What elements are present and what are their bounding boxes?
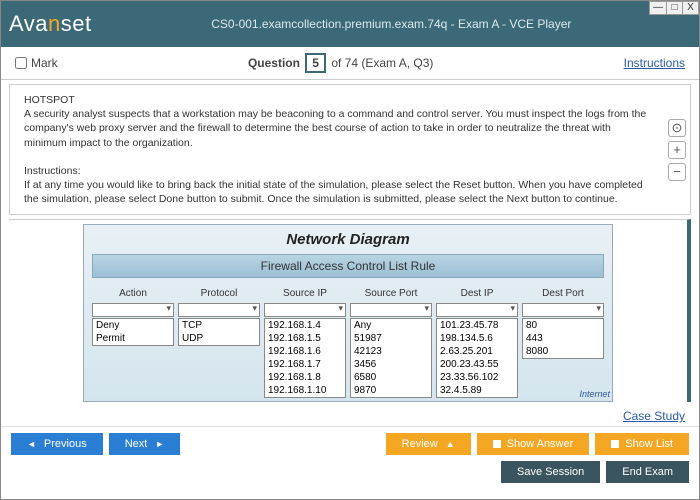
acl-column: Source Port Any5198742123345665809870 bbox=[350, 284, 432, 398]
minimize-button[interactable]: — bbox=[650, 2, 666, 14]
acl-option[interactable]: 3456 bbox=[351, 358, 431, 371]
review-button[interactable]: Review▲ bbox=[386, 433, 471, 455]
mark-label: Mark bbox=[31, 56, 58, 70]
next-button[interactable]: Next► bbox=[109, 433, 181, 455]
acl-option-list[interactable]: 804438080 bbox=[522, 318, 604, 359]
acl-title: Firewall Access Control List Rule bbox=[92, 254, 604, 278]
case-study-row: Case Study bbox=[1, 406, 699, 426]
question-indicator: Question 5 of 74 (Exam A, Q3) bbox=[58, 53, 624, 73]
acl-option[interactable]: Any bbox=[351, 319, 431, 332]
acl-column: Dest Port 804438080 bbox=[522, 284, 604, 398]
acl-option[interactable]: 192.168.1.6 bbox=[265, 345, 345, 358]
acl-column: Action DenyPermit bbox=[92, 284, 174, 398]
instructions-label: Instructions: bbox=[24, 164, 650, 178]
acl-option[interactable]: 23.33.56.102 bbox=[437, 371, 517, 384]
window-title: CS0-001.examcollection.premium.exam.74q … bbox=[92, 17, 691, 31]
acl-column-header: Dest Port bbox=[522, 284, 604, 303]
acl-option[interactable]: 192.168.1.5 bbox=[265, 332, 345, 345]
acl-option[interactable]: UDP bbox=[179, 332, 259, 345]
acl-column-header: Source IP bbox=[264, 284, 346, 303]
acl-option-list[interactable]: TCPUDP bbox=[178, 318, 260, 346]
diagram-area: Network Diagram Firewall Access Control … bbox=[9, 219, 691, 402]
acl-option[interactable]: 2.63.25.201 bbox=[437, 345, 517, 358]
acl-option[interactable]: 443 bbox=[523, 332, 603, 345]
acl-column-header: Dest IP bbox=[436, 284, 518, 303]
acl-column-header: Protocol bbox=[178, 284, 260, 303]
acl-option-list[interactable]: DenyPermit bbox=[92, 318, 174, 346]
acl-option[interactable]: TCP bbox=[179, 319, 259, 332]
acl-option[interactable]: 6580 bbox=[351, 371, 431, 384]
acl-option[interactable]: 192.168.1.8 bbox=[265, 371, 345, 384]
acl-table: ActionDenyPermitProtocolTCPUDPSource IP1… bbox=[84, 278, 612, 398]
internet-label: Internet bbox=[579, 389, 610, 399]
mark-checkbox[interactable]: Mark bbox=[15, 56, 58, 70]
acl-dropdown[interactable] bbox=[522, 303, 604, 317]
acl-column: Source IP192.168.1.4192.168.1.5192.168.1… bbox=[264, 284, 346, 398]
acl-option[interactable]: 80 bbox=[523, 319, 603, 332]
diagram-title: Network Diagram bbox=[84, 225, 612, 254]
acl-option-list[interactable]: 101.23.45.78198.134.5.62.63.25.201200.23… bbox=[436, 318, 518, 398]
acl-dropdown[interactable] bbox=[178, 303, 260, 317]
acl-option[interactable]: 42123 bbox=[351, 345, 431, 358]
show-answer-button[interactable]: Show Answer bbox=[477, 433, 590, 455]
zoom-reset-icon[interactable]: ⊙ bbox=[668, 119, 686, 137]
previous-button[interactable]: ◄Previous bbox=[11, 433, 103, 455]
acl-column: Dest IP 101.23.45.78198.134.5.62.63.25.20… bbox=[436, 284, 518, 398]
instructions-body: If at any time you would like to bring b… bbox=[24, 178, 650, 206]
footer: ◄Previous Next► Review▲ Show Answer Show… bbox=[1, 426, 699, 499]
acl-dropdown[interactable] bbox=[92, 303, 174, 317]
maximize-button[interactable]: □ bbox=[666, 2, 682, 14]
hotspot-label: HOTSPOT bbox=[24, 93, 650, 107]
content-area: HOTSPOT A security analyst suspects that… bbox=[1, 80, 699, 406]
window-controls: — □ X bbox=[649, 1, 699, 15]
end-exam-button[interactable]: End Exam bbox=[606, 461, 689, 483]
instructions-link[interactable]: Instructions bbox=[624, 56, 685, 70]
acl-option[interactable]: 200.23.43.55 bbox=[437, 358, 517, 371]
acl-option-list[interactable]: 192.168.1.4192.168.1.5192.168.1.6192.168… bbox=[264, 318, 346, 398]
acl-column-header: Source Port bbox=[350, 284, 432, 303]
acl-option-list[interactable]: Any5198742123345665809870 bbox=[350, 318, 432, 398]
acl-option[interactable]: 101.23.45.78 bbox=[437, 319, 517, 332]
zoom-out-icon[interactable]: − bbox=[668, 163, 686, 181]
acl-option[interactable]: 198.134.5.6 bbox=[437, 332, 517, 345]
acl-option[interactable]: 192.168.1.4 bbox=[265, 319, 345, 332]
acl-option[interactable]: 9870 bbox=[351, 384, 431, 397]
acl-option[interactable]: 51987 bbox=[351, 332, 431, 345]
mark-input[interactable] bbox=[15, 57, 27, 69]
acl-option[interactable]: 32.4.5.89 bbox=[437, 384, 517, 397]
zoom-in-icon[interactable]: + bbox=[668, 141, 686, 159]
acl-dropdown[interactable] bbox=[350, 303, 432, 317]
show-list-button[interactable]: Show List bbox=[595, 433, 689, 455]
zoom-controls: ⊙ + − bbox=[668, 119, 686, 181]
acl-option[interactable]: 192.168.1.7 bbox=[265, 358, 345, 371]
question-bar: Mark Question 5 of 74 (Exam A, Q3) Instr… bbox=[1, 47, 699, 80]
case-study-link[interactable]: Case Study bbox=[623, 409, 685, 423]
acl-option[interactable]: Permit bbox=[93, 332, 173, 345]
acl-column-header: Action bbox=[92, 284, 174, 303]
app-window: — □ X Avanset CS0-001.examcollection.pre… bbox=[0, 0, 700, 500]
close-button[interactable]: X bbox=[682, 2, 698, 14]
acl-option[interactable]: Deny bbox=[93, 319, 173, 332]
save-session-button[interactable]: Save Session bbox=[501, 461, 600, 483]
acl-option[interactable]: 8080 bbox=[523, 345, 603, 358]
question-number: 5 bbox=[305, 53, 326, 73]
network-diagram: Network Diagram Firewall Access Control … bbox=[83, 224, 613, 402]
app-logo: Avanset bbox=[9, 11, 92, 37]
title-bar: — □ X Avanset CS0-001.examcollection.pre… bbox=[1, 1, 699, 47]
question-body: A security analyst suspects that a works… bbox=[24, 107, 650, 150]
acl-column: Protocol TCPUDP bbox=[178, 284, 260, 398]
acl-dropdown[interactable] bbox=[436, 303, 518, 317]
question-text-panel: HOTSPOT A security analyst suspects that… bbox=[9, 84, 691, 215]
acl-dropdown[interactable] bbox=[264, 303, 346, 317]
acl-option[interactable]: 192.168.1.10 bbox=[265, 384, 345, 397]
